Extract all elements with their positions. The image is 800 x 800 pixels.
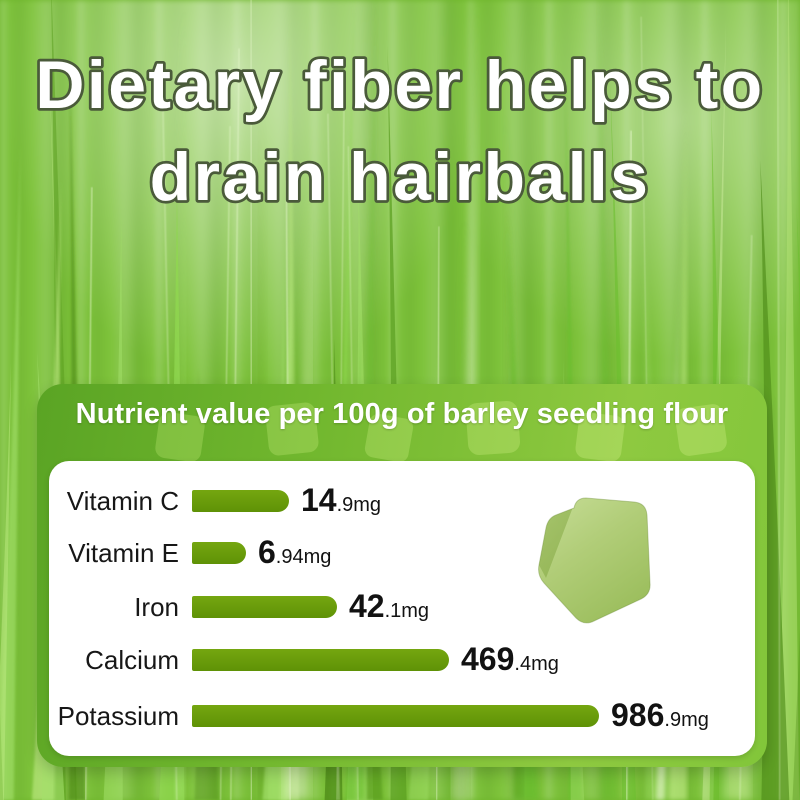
svg-text:Dietary fiber helps to: Dietary fiber helps to — [35, 47, 764, 123]
svg-text:drain hairballs: drain hairballs — [150, 139, 651, 215]
